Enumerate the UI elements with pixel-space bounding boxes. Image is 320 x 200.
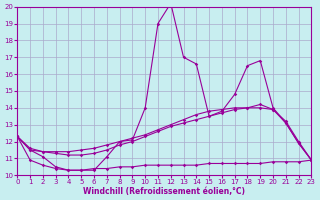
- X-axis label: Windchill (Refroidissement éolien,°C): Windchill (Refroidissement éolien,°C): [84, 187, 245, 196]
